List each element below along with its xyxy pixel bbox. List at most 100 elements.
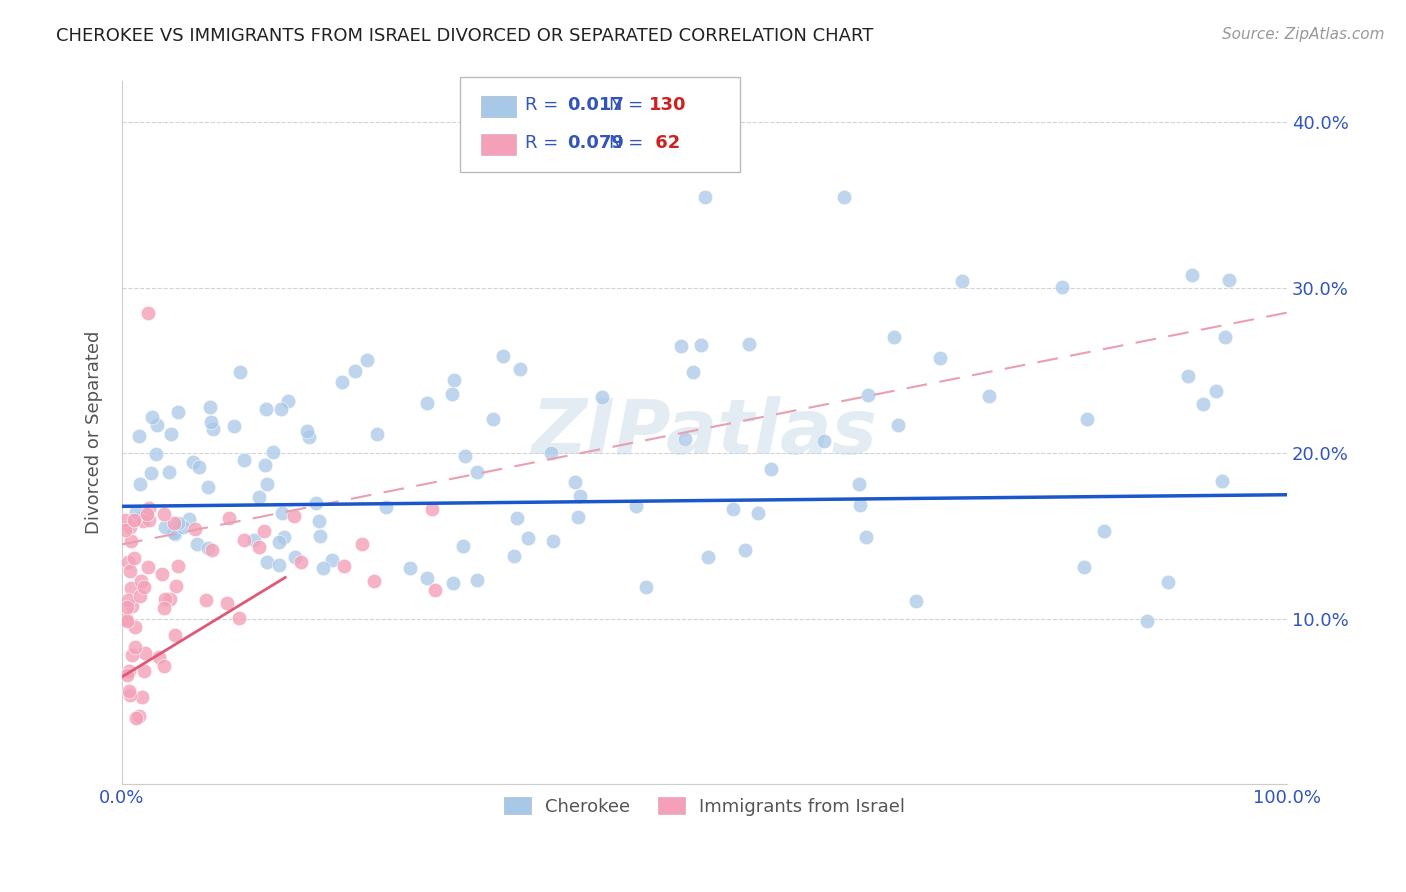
Point — [682, 365, 704, 379]
Point — [1192, 397, 1215, 411]
Point — [568, 489, 591, 503]
Point — [177, 512, 200, 526]
Point — [128, 429, 150, 443]
Text: N =: N = — [609, 134, 644, 152]
Point — [440, 387, 463, 401]
Point — [118, 688, 141, 702]
Point — [184, 522, 207, 536]
Point — [115, 614, 138, 628]
Point — [290, 556, 312, 570]
Point — [509, 362, 531, 376]
Point — [153, 591, 176, 606]
Point — [138, 513, 160, 527]
Point — [671, 339, 693, 353]
Text: 0.079: 0.079 — [567, 134, 624, 152]
Point — [165, 628, 187, 642]
Point — [693, 190, 716, 204]
Point — [117, 555, 139, 569]
Point — [166, 558, 188, 573]
Point — [277, 394, 299, 409]
Text: CHEROKEE VS IMMIGRANTS FROM ISRAEL DIVORCED OR SEPARATED CORRELATION CHART: CHEROKEE VS IMMIGRANTS FROM ISRAEL DIVOR… — [56, 27, 873, 45]
Point — [124, 640, 146, 655]
Point — [1218, 272, 1240, 286]
Point — [197, 480, 219, 494]
Point — [905, 593, 928, 607]
Point — [344, 364, 367, 378]
Point — [233, 533, 256, 547]
Point — [114, 523, 136, 537]
Point — [366, 427, 388, 442]
Point — [273, 529, 295, 543]
Text: R =: R = — [526, 134, 558, 152]
Point — [131, 514, 153, 528]
Point — [117, 593, 139, 607]
Point — [1092, 524, 1115, 538]
Point — [374, 500, 396, 514]
Point — [506, 511, 529, 525]
Point — [269, 535, 291, 549]
Point — [950, 274, 973, 288]
Point — [567, 510, 589, 524]
Point — [186, 537, 208, 551]
Point — [465, 573, 488, 587]
Point — [267, 558, 290, 572]
Point — [309, 529, 332, 543]
Point — [697, 550, 720, 565]
FancyBboxPatch shape — [481, 134, 516, 154]
Point — [262, 445, 284, 459]
Point — [159, 591, 181, 606]
Point — [443, 576, 465, 591]
Point — [253, 458, 276, 472]
Point — [416, 571, 439, 585]
Point — [166, 405, 188, 419]
Point — [120, 582, 142, 596]
Point — [163, 525, 186, 540]
Point — [118, 520, 141, 534]
Point — [398, 561, 420, 575]
Point — [117, 668, 139, 682]
Point — [1073, 560, 1095, 574]
Point — [247, 491, 270, 505]
Point — [172, 520, 194, 534]
Point — [420, 501, 443, 516]
Point — [591, 390, 613, 404]
Point — [855, 530, 877, 544]
Point — [247, 540, 270, 554]
Point — [624, 499, 647, 513]
Point — [564, 475, 586, 489]
Point — [451, 539, 474, 553]
Point — [243, 533, 266, 547]
Text: 130: 130 — [648, 96, 686, 114]
Point — [1177, 369, 1199, 384]
Text: N =: N = — [609, 96, 644, 114]
Point — [232, 453, 254, 467]
Point — [131, 690, 153, 705]
Text: 62: 62 — [648, 134, 681, 152]
Point — [1052, 280, 1074, 294]
Point — [541, 533, 564, 548]
Point — [271, 506, 294, 520]
Text: Source: ZipAtlas.com: Source: ZipAtlas.com — [1222, 27, 1385, 42]
Point — [132, 664, 155, 678]
Point — [134, 646, 156, 660]
Point — [356, 352, 378, 367]
Point — [153, 507, 176, 521]
Point — [114, 612, 136, 626]
Point — [117, 683, 139, 698]
Point — [115, 600, 138, 615]
Point — [721, 501, 744, 516]
Point — [200, 415, 222, 429]
Point — [503, 549, 526, 563]
Point — [1181, 268, 1204, 283]
Point — [747, 506, 769, 520]
Text: ZIPatlas: ZIPatlas — [531, 396, 877, 470]
Point — [330, 376, 353, 390]
Point — [759, 462, 782, 476]
Point — [734, 542, 756, 557]
Point — [153, 520, 176, 534]
Point — [228, 610, 250, 624]
Point — [128, 511, 150, 525]
Point — [215, 596, 238, 610]
Point — [312, 560, 335, 574]
Text: 0.017: 0.017 — [567, 96, 624, 114]
